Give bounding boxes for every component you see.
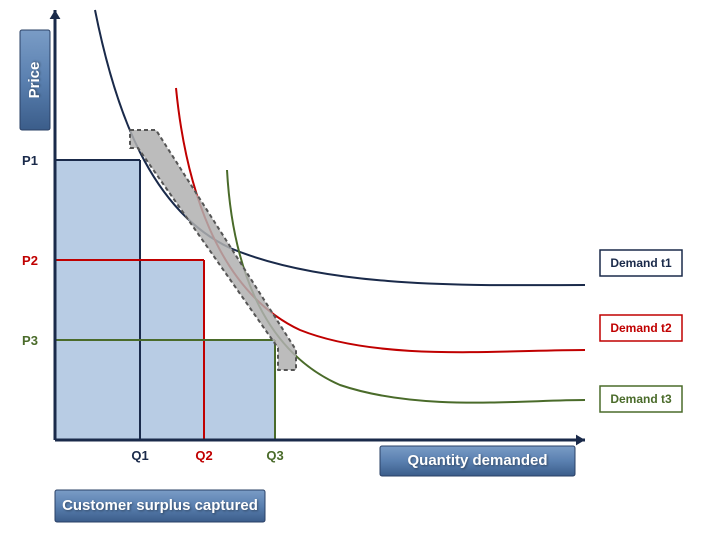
legend-label-t2: Demand t2 xyxy=(610,321,672,335)
qty-label-Q1: Q1 xyxy=(131,448,148,463)
y-axis-arrow xyxy=(50,10,61,19)
x-axis-arrow xyxy=(576,435,585,446)
y-axis-title-label: Price xyxy=(26,62,43,99)
surplus-rect-P1 xyxy=(55,160,140,440)
price-label-P2: P2 xyxy=(22,253,38,268)
economics-chart: P1 P2 P3 Q1 Q2 Q3 Price Quantity demanded Custom… xyxy=(0,0,708,534)
price-label-P1: P1 xyxy=(22,153,38,168)
qty-label-Q2: Q2 xyxy=(195,448,212,463)
qty-label-Q3: Q3 xyxy=(266,448,283,463)
x-axis-title-label: Quantity demanded xyxy=(407,452,547,469)
demand-curve-t2 xyxy=(176,88,585,352)
legend-label-t1: Demand t1 xyxy=(610,256,672,270)
chart-container: P1 P2 P3 Q1 Q2 Q3 Price Quantity demanded Custom… xyxy=(0,0,708,534)
price-label-P3: P3 xyxy=(22,333,38,348)
legend-label-t3: Demand t3 xyxy=(610,392,672,406)
caption-label: Customer surplus captured xyxy=(62,497,258,514)
demand-curve-t1 xyxy=(95,10,585,285)
